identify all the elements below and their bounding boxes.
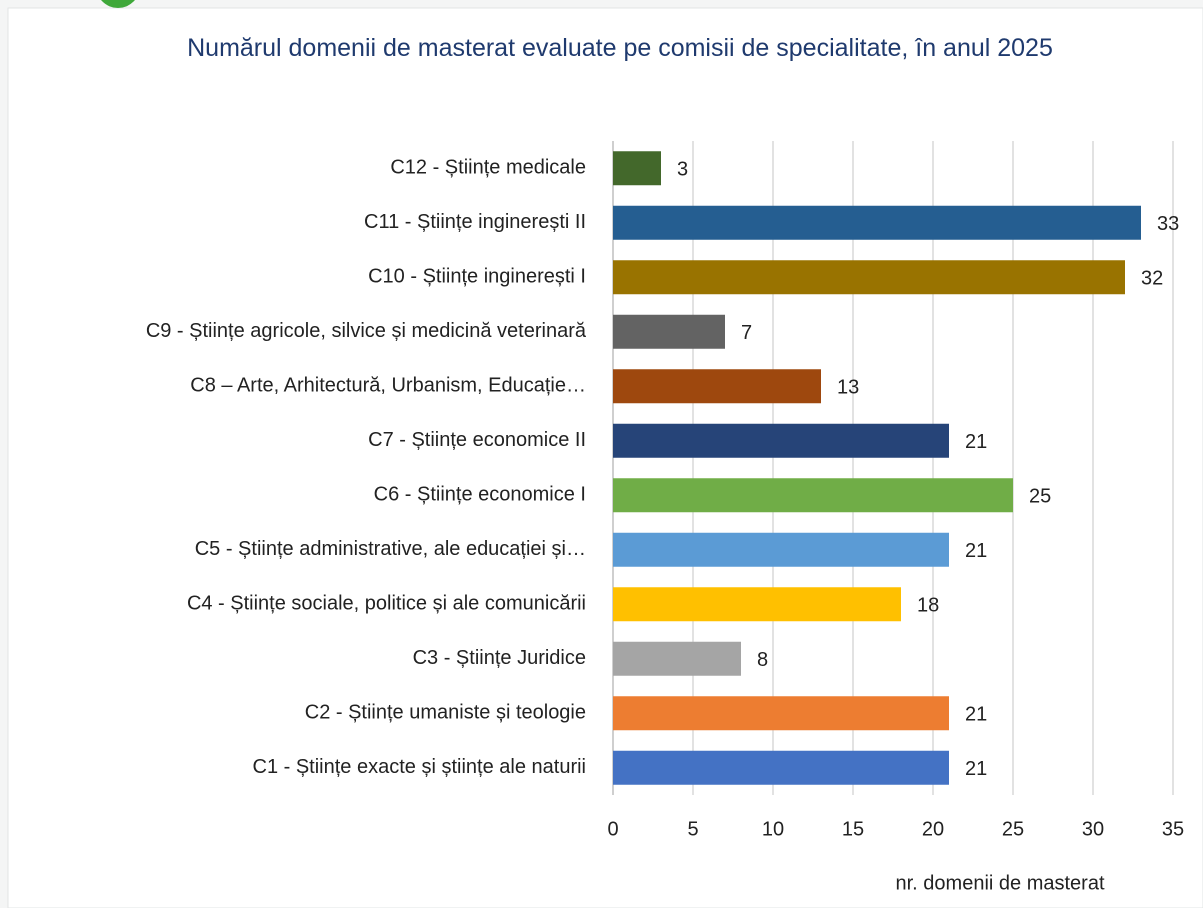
x-tick-label: 25 [1002, 818, 1024, 840]
data-label: 18 [917, 595, 939, 617]
y-tick-label: C3 - Științe Juridice [413, 647, 586, 669]
y-tick-label: C8 – Arte, Arhitectură, Urbanism, Educaț… [190, 375, 586, 397]
data-label: 3 [677, 159, 688, 181]
x-tick-label: 15 [842, 818, 864, 840]
data-label: 21 [965, 758, 987, 780]
x-tick-label: 20 [922, 818, 944, 840]
y-tick-label: C5 - Științe administrative, ale educați… [195, 538, 586, 560]
data-label: 21 [965, 431, 987, 453]
bar [613, 369, 821, 404]
data-label: 13 [837, 377, 859, 399]
y-tick-label: C4 - Științe sociale, politice și ale co… [187, 593, 586, 615]
data-label: 21 [965, 540, 987, 562]
bar [613, 587, 901, 622]
bar [613, 260, 1125, 295]
y-tick-label: C1 - Științe exacte și științe ale natur… [253, 756, 587, 778]
y-tick-label: C9 - Științe agricole, silvice și medici… [146, 320, 587, 342]
data-label: 7 [741, 322, 752, 344]
data-label: 21 [965, 704, 987, 726]
x-tick-label: 0 [607, 818, 618, 840]
x-tick-label: 30 [1082, 818, 1104, 840]
bar [613, 478, 1013, 513]
data-label: 33 [1157, 213, 1179, 235]
logo [101, 0, 135, 8]
y-tick-label: C7 - Științe economice II [368, 429, 586, 451]
bar [613, 532, 949, 567]
data-label: 32 [1141, 268, 1163, 290]
x-axis-label: nr. domenii de masterat [896, 872, 1105, 894]
y-tick-label: C10 - Științe inginerești I [368, 266, 586, 288]
bar [613, 151, 661, 186]
bar [613, 205, 1141, 240]
y-tick-label: C12 - Științe medicale [390, 157, 586, 179]
x-tick-label: 5 [687, 818, 698, 840]
bar [613, 641, 741, 676]
x-tick-label: 35 [1162, 818, 1184, 840]
chart-title: Numărul domenii de masterat evaluate pe … [187, 34, 1053, 62]
y-tick-label: C11 - Științe inginerești II [364, 211, 586, 233]
data-label: 25 [1029, 486, 1051, 508]
bar [613, 696, 949, 731]
x-tick-label: 10 [762, 818, 784, 840]
bar [613, 423, 949, 458]
bar [613, 750, 949, 785]
data-label: 8 [757, 649, 768, 671]
y-tick-label: C6 - Științe economice I [374, 484, 586, 506]
panel [7, 7, 1203, 908]
y-tick-label: C2 - Științe umaniste și teologie [305, 702, 586, 724]
bar [613, 314, 725, 349]
